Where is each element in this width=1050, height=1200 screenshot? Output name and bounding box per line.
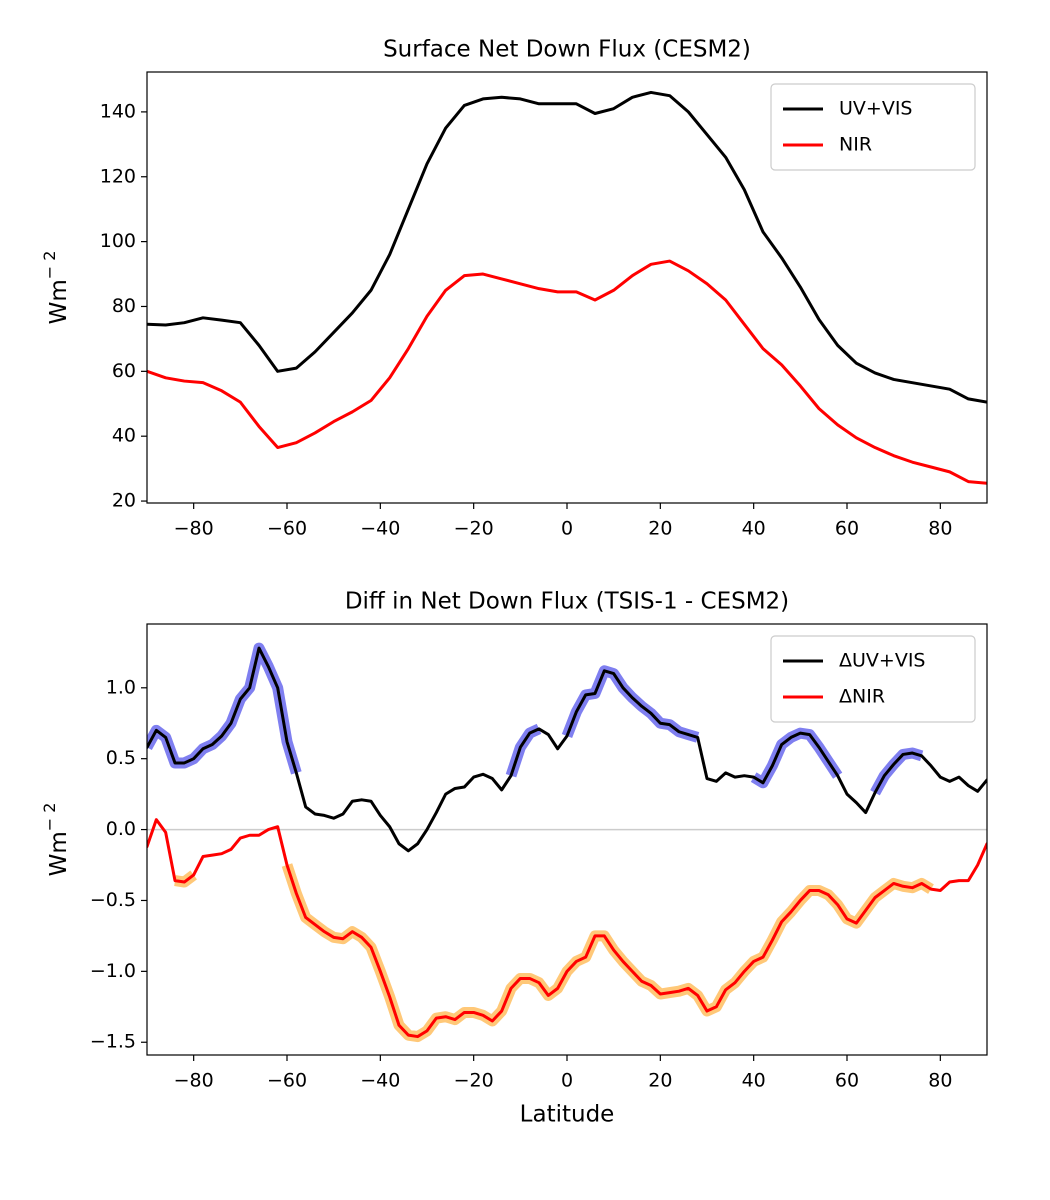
x-tick-label: −20 xyxy=(454,1070,494,1092)
y-tick-label: 40 xyxy=(112,425,136,447)
y-tick-label: −0.5 xyxy=(90,889,136,911)
x-tick-label: 0 xyxy=(561,518,573,540)
x-tick-label: −80 xyxy=(174,1070,214,1092)
chart-title: Diff in Net Down Flux (TSIS-1 - CESM2) xyxy=(345,589,789,615)
x-tick-label: −80 xyxy=(174,518,214,540)
y-tick-label: 60 xyxy=(112,360,136,382)
chart-title: Surface Net Down Flux (CESM2) xyxy=(383,37,751,63)
legend-label: ΔUV+VIS xyxy=(839,650,925,672)
x-tick-label: 80 xyxy=(928,518,952,540)
y-tick-label: 100 xyxy=(100,230,136,252)
x-tick-label: −60 xyxy=(267,518,307,540)
x-tick-label: 0 xyxy=(561,1070,573,1092)
series-line xyxy=(147,90,987,404)
x-axis-label: Latitude xyxy=(520,1102,615,1128)
y-label-superscript: − 2 xyxy=(40,803,59,832)
x-tick-label: −20 xyxy=(454,518,494,540)
series-line xyxy=(147,646,987,853)
y-label-text: Wm xyxy=(46,279,72,324)
legend-label: UV+VIS xyxy=(839,98,913,120)
x-tick-label: 40 xyxy=(742,1070,766,1092)
x-tick-label: 60 xyxy=(835,1070,859,1092)
y-axis-label: Wm− 2 xyxy=(40,251,72,325)
y-tick-label: 1.0 xyxy=(106,676,136,698)
axes-frame xyxy=(146,71,988,504)
x-tick-label: 20 xyxy=(648,518,672,540)
y-tick-label: 140 xyxy=(100,100,136,122)
x-tick-label: −60 xyxy=(267,1070,307,1092)
y-label-text: Wm xyxy=(46,831,72,876)
x-tick-label: 40 xyxy=(742,518,766,540)
y-tick-label: 120 xyxy=(100,165,136,187)
y-label-superscript: − 2 xyxy=(40,251,59,280)
x-tick-label: 60 xyxy=(835,518,859,540)
y-tick-label: 80 xyxy=(112,295,136,317)
y-tick-label: 0.5 xyxy=(106,747,136,769)
x-tick-label: 20 xyxy=(648,1070,672,1092)
series-line xyxy=(147,259,987,485)
legend-label: NIR xyxy=(839,134,872,156)
legend-box xyxy=(770,635,976,723)
series-line xyxy=(147,818,987,1039)
x-tick-label: 80 xyxy=(928,1070,952,1092)
y-tick-label: −1.0 xyxy=(90,960,136,982)
x-tick-label: −40 xyxy=(360,1070,400,1092)
legend-box xyxy=(770,83,976,171)
y-tick-label: −1.5 xyxy=(90,1031,136,1053)
axes-frame xyxy=(146,623,988,1056)
y-axis-label: Wm− 2 xyxy=(40,803,72,877)
x-tick-label: −40 xyxy=(360,518,400,540)
legend-label: ΔNIR xyxy=(839,686,885,708)
y-tick-label: 0.0 xyxy=(106,818,136,840)
y-tick-label: 20 xyxy=(112,490,136,512)
